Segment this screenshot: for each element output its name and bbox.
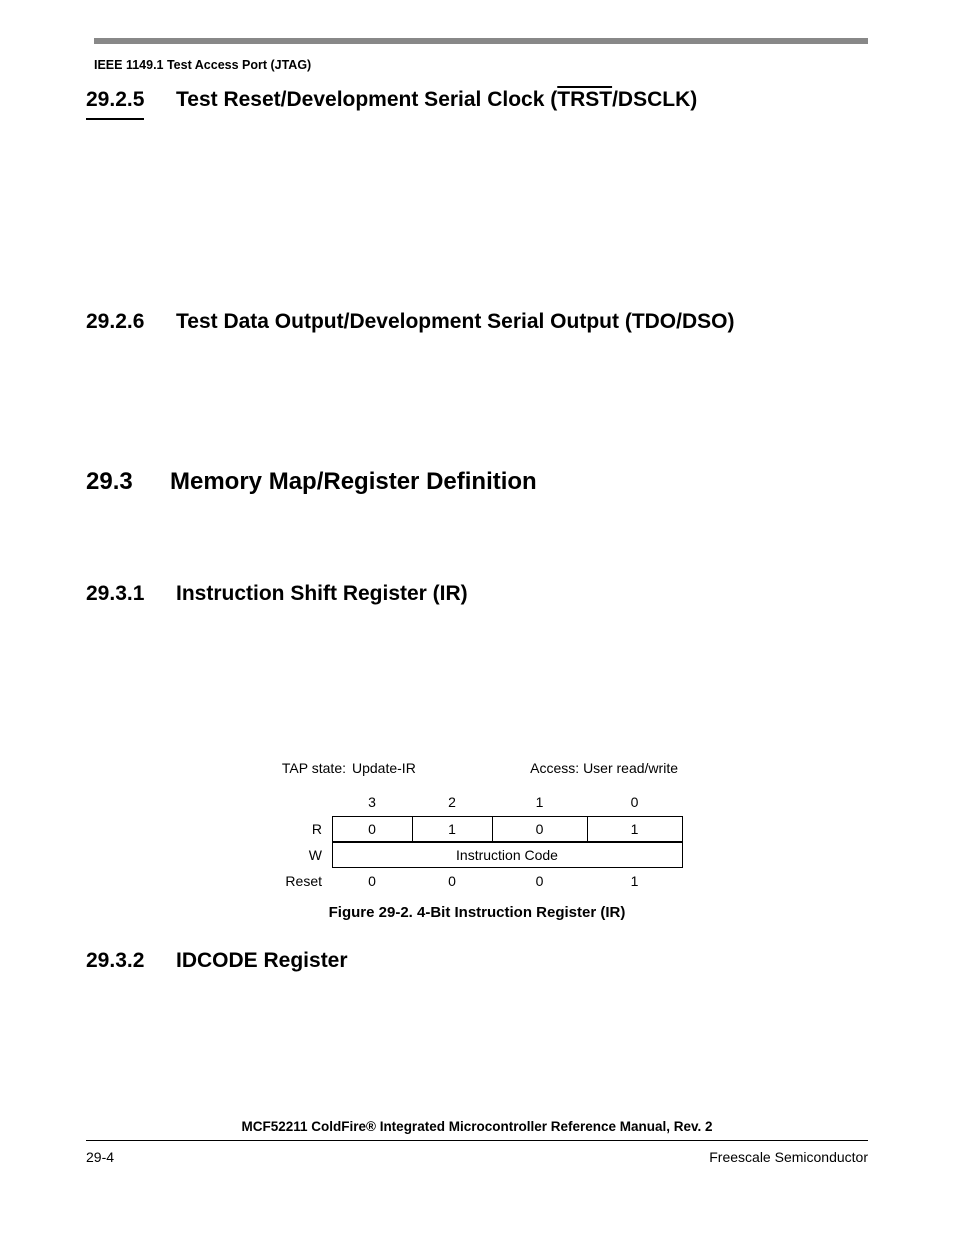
heading-29-2-6: 29.2.6 Test Data Output/Development Seri… <box>86 310 868 334</box>
section-number: 29.2.5 <box>86 88 144 120</box>
footer-company: Freescale Semiconductor <box>709 1149 868 1165</box>
footer-rule <box>86 1140 868 1142</box>
bit-number: 3 <box>332 790 412 814</box>
register-meta-row: TAP state: Update-IR Access: User read/w… <box>272 760 682 776</box>
bit-number: 0 <box>587 790 682 814</box>
page-footer: MCF52211 ColdFire® Integrated Microcontr… <box>86 1119 868 1166</box>
section-title: IDCODE Register <box>176 949 348 973</box>
section-title: Test Reset/Development Serial Clock (TRS… <box>176 88 697 120</box>
heading-29-3: 29.3 Memory Map/Register Definition <box>86 468 868 496</box>
row-R-label: R <box>272 816 332 842</box>
tap-state-value: Update-IR <box>352 760 416 776</box>
heading-29-3-1: 29.3.1 Instruction Shift Register (IR) <box>86 582 868 606</box>
title-suffix: /DSCLK) <box>612 88 697 111</box>
table-cell: 0 <box>492 816 588 842</box>
table-cell: 0 <box>492 868 587 894</box>
blank-cell <box>272 790 332 816</box>
access-label: Access: User read/write <box>530 760 678 776</box>
header-rule <box>94 38 868 44</box>
title-prefix: Test Reset/Development Serial Clock ( <box>176 88 557 111</box>
section-number: 29.3.1 <box>86 582 152 606</box>
row-Reset-label: Reset <box>272 868 332 894</box>
footer-manual-title: MCF52211 ColdFire® Integrated Microcontr… <box>86 1119 868 1134</box>
section-number: 29.3.2 <box>86 949 152 973</box>
table-cell: 0 <box>332 868 412 894</box>
table-cell: 1 <box>587 816 683 842</box>
table-cell: 1 <box>587 868 682 894</box>
section-title: Test Data Output/Development Serial Outp… <box>176 310 734 334</box>
bit-number: 1 <box>492 790 587 814</box>
title-overline: TRST <box>557 88 612 111</box>
table-cell: 1 <box>412 816 493 842</box>
tap-state-label: TAP state: <box>276 760 352 776</box>
section-title: Memory Map/Register Definition <box>170 468 537 496</box>
table-cell: 0 <box>412 868 492 894</box>
section-number: 29.2.6 <box>86 310 152 334</box>
figure-caption: Figure 29-2. 4-Bit Instruction Register … <box>272 904 682 921</box>
register-diagram: TAP state: Update-IR Access: User read/w… <box>272 760 682 921</box>
bit-number: 2 <box>412 790 492 814</box>
row-W-label: W <box>272 842 332 868</box>
running-header: IEEE 1149.1 Test Access Port (JTAG) <box>94 58 868 72</box>
table-cell: 0 <box>332 816 413 842</box>
section-number: 29.3 <box>86 468 146 496</box>
footer-page-number: 29-4 <box>86 1149 114 1165</box>
heading-29-3-2: 29.3.2 IDCODE Register <box>86 949 868 973</box>
table-cell-wide: Instruction Code <box>332 842 683 868</box>
heading-29-2-5: 29.2.5 Test Reset/Development Serial Clo… <box>86 88 868 120</box>
section-title: Instruction Shift Register (IR) <box>176 582 468 606</box>
